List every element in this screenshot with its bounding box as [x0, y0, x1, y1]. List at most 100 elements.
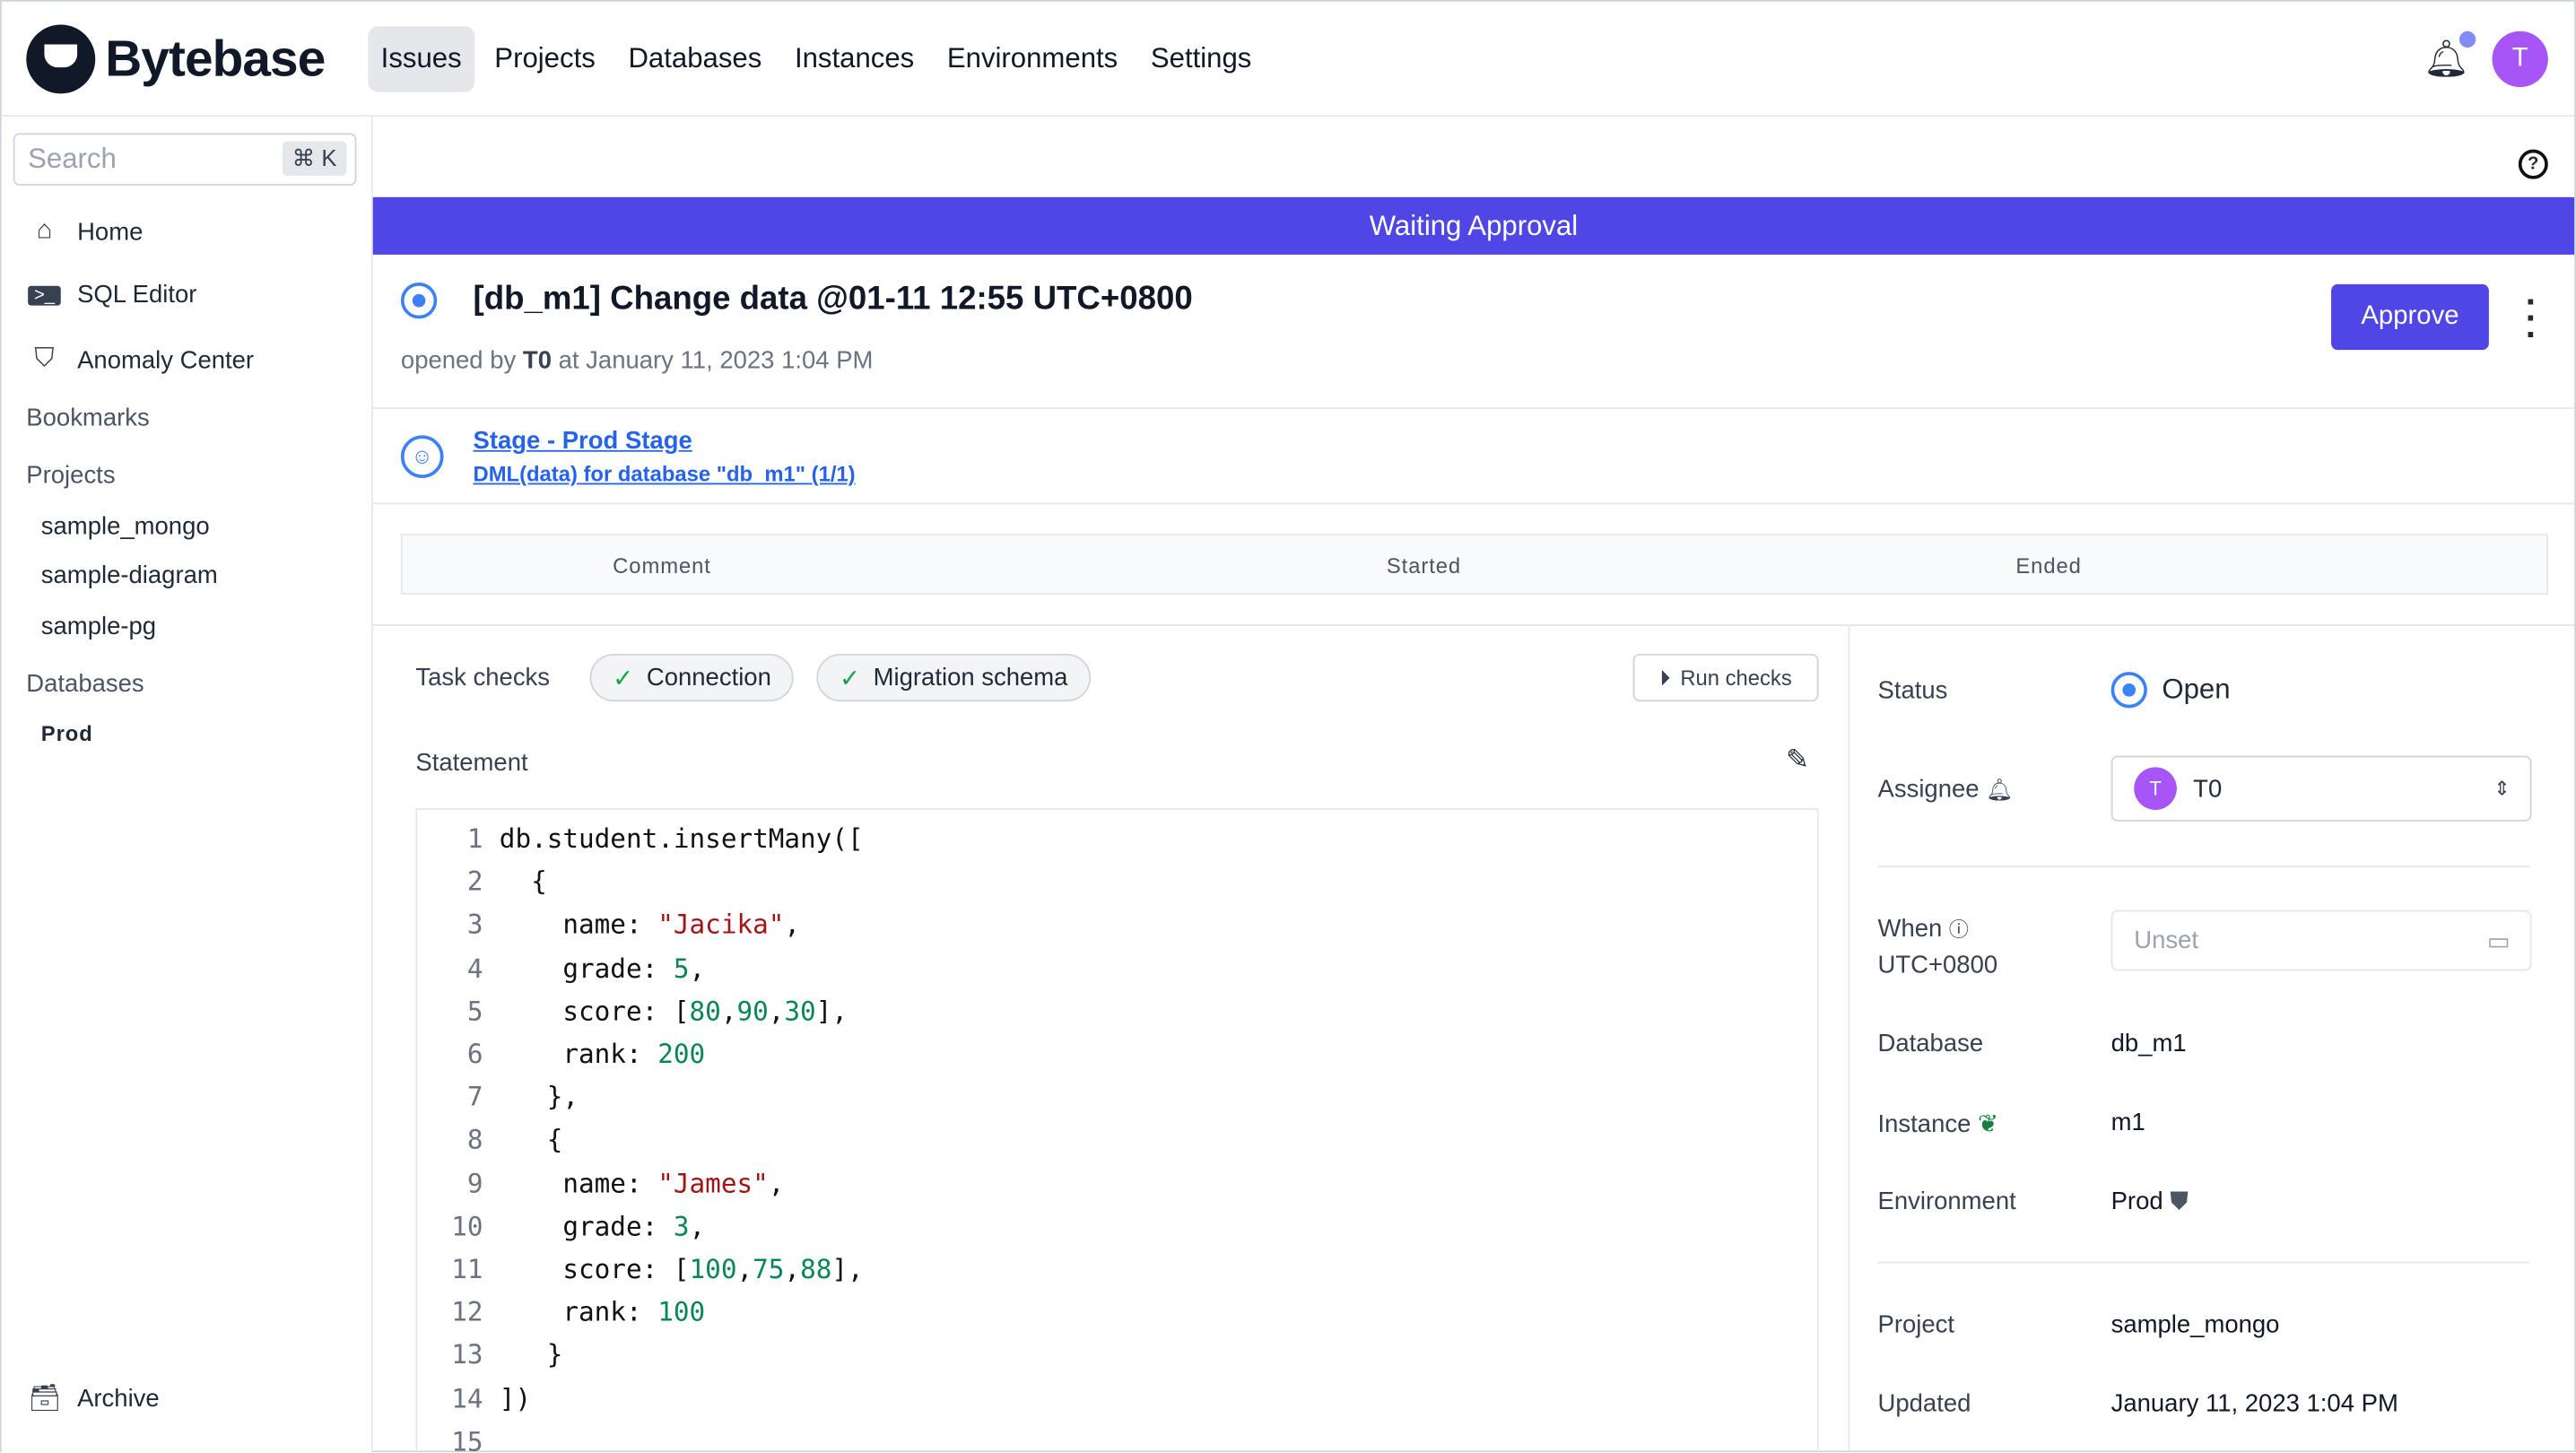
user-circle-icon: ☺	[400, 435, 444, 478]
nav-settings[interactable]: Settings	[1150, 41, 1252, 74]
sidebar-environment[interactable]: Prod	[40, 721, 93, 746]
nav-databases[interactable]: Databases	[628, 41, 762, 74]
shortcut-badge: ⌘ K	[282, 141, 347, 176]
search-placeholder: Search	[28, 143, 117, 175]
nav-instances[interactable]: Instances	[794, 41, 915, 74]
divider	[1877, 866, 2530, 868]
run-checks-button[interactable]: ⏵ Run checks	[1632, 653, 1819, 702]
code-token: 30	[784, 995, 816, 1027]
main-nav: Issues Projects Databases Instances Envi…	[368, 25, 1265, 91]
sidebar-project[interactable]: sample-pg	[40, 613, 157, 641]
nav-issues[interactable]: Issues	[368, 25, 475, 91]
code-token: rank:	[499, 1038, 658, 1070]
task-link[interactable]: DML(data) for database "db_m1" (1/1)	[473, 461, 856, 487]
database-label: Database	[1877, 1030, 1984, 1058]
when-date-picker[interactable]: Unset ▭	[2110, 909, 2532, 971]
code-line: 14])	[417, 1382, 531, 1425]
nav-projects[interactable]: Projects	[494, 41, 596, 74]
more-options-icon[interactable]: · · ·	[2525, 281, 2538, 355]
code-line: 12 rank: 100	[417, 1296, 705, 1339]
databases-heading[interactable]: Databases	[26, 670, 144, 699]
line-number: 8	[466, 1124, 483, 1156]
line-number: 2	[466, 866, 483, 898]
help-icon[interactable]: ?	[2518, 149, 2548, 179]
shield-icon: ⛊	[2170, 1188, 2189, 1216]
when-label: When ⓘ	[1878, 915, 1969, 943]
sidebar-item-label: Home	[77, 217, 144, 246]
line-number: 6	[466, 1038, 483, 1070]
code-token: }	[499, 1339, 563, 1371]
task-checks-label: Task checks	[415, 663, 551, 692]
line-number: 14	[451, 1382, 483, 1414]
code-line: 15	[417, 1425, 500, 1453]
instance-label-text: Instance	[1877, 1110, 1971, 1139]
code-token: ,	[784, 1253, 801, 1285]
code-line: 2 {	[417, 866, 547, 909]
sidebar-item-anomaly-center[interactable]: ⛉ Anomaly Center	[28, 345, 254, 375]
line-number: 13	[451, 1339, 483, 1371]
assignee-value: T0	[2193, 774, 2223, 803]
projects-heading[interactable]: Projects	[26, 461, 116, 490]
code-line: 5 score: [80,90,30],	[417, 996, 848, 1039]
code-token: ])	[499, 1382, 532, 1414]
sidebar-item-archive[interactable]: 🗃︎ Archive	[28, 1381, 160, 1414]
stage-link[interactable]: Stage - Prod Stage	[473, 427, 692, 456]
assignee-avatar: T	[2134, 767, 2177, 810]
archive-icon: 🗃︎	[28, 1385, 62, 1414]
code-token: grade:	[499, 1210, 674, 1242]
statement-panel: Task checks ✓ Connection ✓ Migration schem…	[373, 626, 1849, 1453]
code-token: 5	[673, 952, 690, 984]
line-number: 10	[451, 1210, 483, 1242]
environment-label: Environment	[1877, 1188, 2016, 1216]
code-line: 9 name: "James",	[417, 1168, 785, 1211]
sidebar-project[interactable]: sample-diagram	[40, 561, 218, 590]
sidebar-item-home[interactable]: ⌂ Home	[28, 216, 144, 247]
project-value[interactable]: sample_mongo	[2110, 1310, 2280, 1339]
search-input[interactable]: Search ⌘ K	[13, 133, 357, 186]
code-token: ,	[784, 909, 801, 941]
updated-value: January 11, 2023 1:04 PM	[2110, 1389, 2398, 1418]
sidebar-item-sql-editor[interactable]: >_ SQL Editor	[28, 281, 196, 309]
approve-button[interactable]: Approve	[2331, 283, 2489, 351]
home-icon: ⌂	[36, 216, 53, 245]
check-connection[interactable]: ✓ Connection	[589, 653, 795, 702]
code-line: 3 name: "Jacika",	[417, 909, 800, 953]
chevron-up-down-icon: ⇕	[2493, 777, 2511, 800]
code-token: 200	[657, 1038, 706, 1070]
check-icon: ✓	[839, 664, 860, 693]
sidebar-project[interactable]: sample_mongo	[40, 512, 210, 541]
environment-value[interactable]: Prod ⛊	[2111, 1188, 2189, 1215]
opened-at: at January 11, 2023 1:04 PM	[558, 346, 874, 375]
statement-label: Statement	[415, 749, 528, 778]
code-line: 11 score: [100,75,88],	[417, 1254, 863, 1297]
check-icon: ✓	[613, 664, 634, 693]
code-token: {	[499, 866, 547, 898]
logo[interactable]: Bytebase	[26, 23, 326, 93]
assignee-select[interactable]: T T0 ⇕	[2110, 755, 2532, 822]
code-token: 88	[800, 1253, 832, 1285]
nav-environments[interactable]: Environments	[946, 41, 1118, 74]
check-migration-schema[interactable]: ✓ Migration schema	[816, 653, 1092, 702]
play-circle-icon: ⏵	[1659, 664, 1671, 690]
help-icon: ⓘ	[1948, 918, 1969, 942]
code-editor[interactable]: 1 db.student.insertMany([2 {3 name: "Jaci…	[415, 808, 1819, 1453]
code-token: 100	[689, 1253, 737, 1285]
code-token: db.student.insertMany([	[499, 822, 864, 855]
code-token: 75	[753, 1253, 785, 1285]
when-label-text: When	[1877, 915, 1943, 944]
code-token: 80	[689, 995, 721, 1027]
issue-meta: opened by T0 at January 11, 2023 1:04 PM	[401, 346, 873, 374]
notification-dot	[2459, 30, 2476, 48]
avatar[interactable]: T	[2492, 30, 2548, 88]
code-token: ,	[689, 1210, 706, 1242]
pencil-icon[interactable]: ✎	[1785, 744, 1810, 776]
divider	[1877, 1261, 2530, 1264]
line-number: 5	[466, 995, 483, 1027]
instance-value[interactable]: m1	[2110, 1109, 2145, 1137]
check-label: Migration schema	[873, 663, 1068, 692]
status-banner: Waiting Approval	[372, 196, 2575, 255]
code-token: 90	[736, 995, 769, 1027]
check-label: Connection	[646, 663, 771, 692]
database-value[interactable]: db_m1	[2110, 1030, 2187, 1058]
issue-title[interactable]: [db_m1] Change data @01-11 12:55 UTC+080…	[473, 281, 1193, 318]
